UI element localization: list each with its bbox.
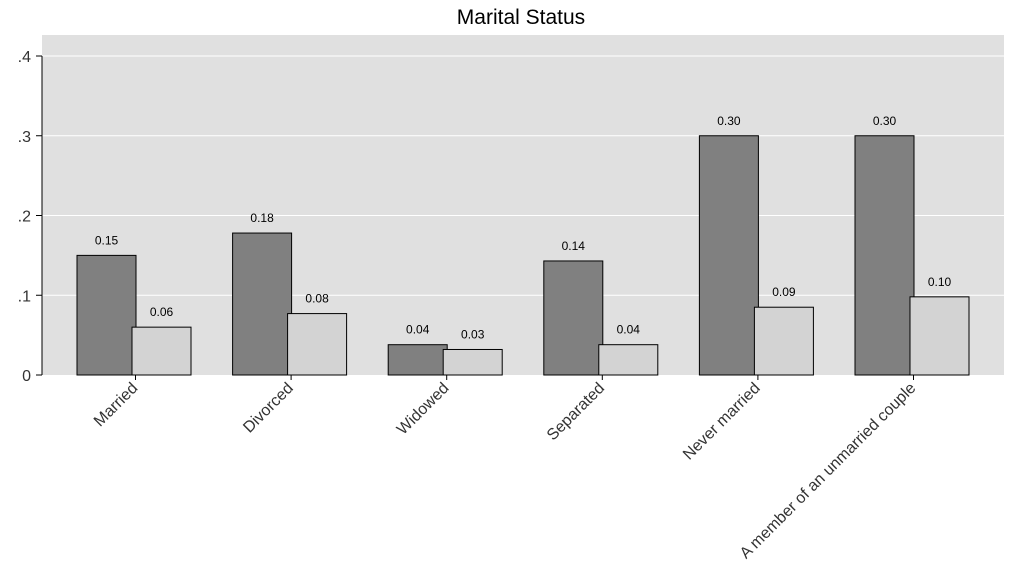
data-label: 0.04 (406, 323, 430, 337)
data-label: 0.04 (617, 323, 641, 337)
bars (76, 135, 970, 376)
bar (442, 348, 503, 376)
bar (909, 296, 970, 376)
data-label: 0.03 (461, 327, 485, 341)
y-tick-label: .2 (18, 209, 31, 226)
y-tick-label: .1 (18, 288, 31, 305)
y-tick-label: .3 (18, 129, 31, 146)
bar (753, 306, 814, 376)
chart-title: Marital Status (457, 6, 585, 29)
data-label: 0.30 (873, 114, 897, 128)
bar (598, 344, 659, 376)
data-label: 0.08 (305, 292, 329, 306)
gridlines (42, 55, 1004, 296)
data-label: 0.09 (772, 285, 796, 299)
data-labels: 0.15 0.06 0.18 0.08 0.04 0.03 0.14 0.04 0.30 0.09… (95, 114, 952, 342)
bar (543, 260, 604, 376)
x-tick-label: Never married (680, 380, 764, 464)
data-label: 0.15 (95, 233, 119, 247)
data-label: 0.10 (928, 275, 952, 289)
y-axis-ticks: 0 .1 .2 .3 .4 (18, 49, 42, 385)
data-label: 0.18 (250, 211, 274, 225)
plot-area (42, 35, 1004, 375)
bar (287, 313, 348, 376)
data-label: 0.14 (562, 239, 586, 253)
x-axis-ticks: Married Divorced Widowed Separated Never mar… (91, 375, 919, 562)
bar (854, 135, 915, 376)
bar (387, 344, 448, 376)
y-tick-label: 0 (22, 368, 31, 385)
x-tick-label: Divorced (240, 380, 297, 437)
data-label: 0.06 (150, 305, 174, 319)
y-tick-label: .4 (18, 49, 31, 66)
x-tick-label: Separated (544, 380, 608, 444)
bar (76, 254, 137, 376)
bar (131, 326, 192, 376)
bar (698, 135, 759, 376)
x-tick-label: Widowed (394, 380, 453, 439)
x-tick-label: A member of an unmarried couple (737, 380, 920, 563)
data-label: 0.30 (717, 114, 741, 128)
x-tick-label: Married (91, 380, 141, 430)
bar (232, 232, 293, 376)
